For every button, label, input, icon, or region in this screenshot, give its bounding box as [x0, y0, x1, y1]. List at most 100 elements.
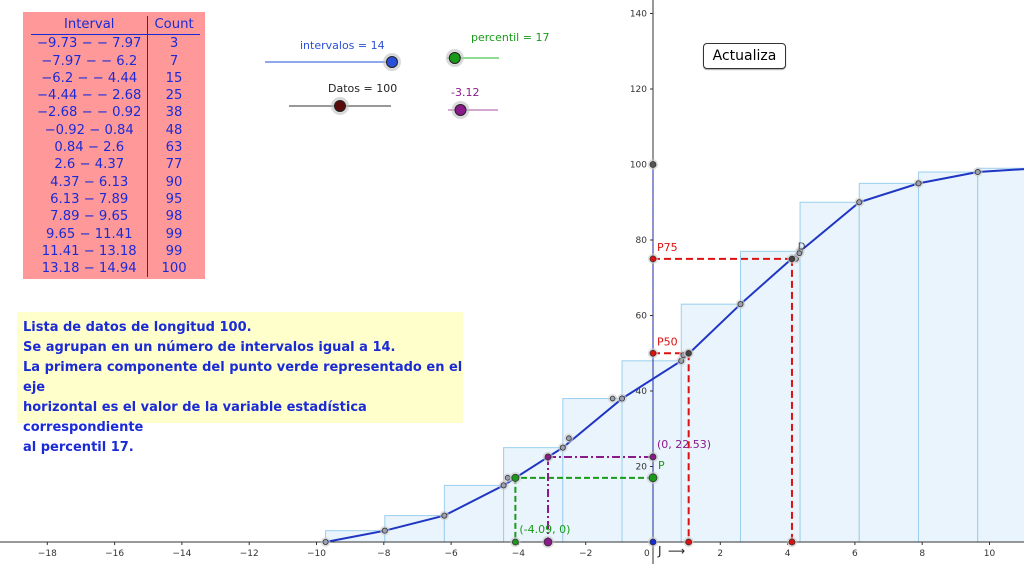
ogive-point[interactable]: [619, 395, 626, 402]
histogram-bar: [680, 303, 741, 543]
table-row: 9.65 − 11.41 99: [31, 225, 200, 243]
y-tick-label: 20: [636, 463, 648, 473]
table-row: 0.84 − 2.6 63: [31, 139, 200, 157]
histogram-bar: [739, 250, 801, 543]
table-row: −7.97 − − 6.2 7: [31, 52, 200, 70]
plot-points[interactable]: [320, 159, 1024, 549]
interval-cell: 9.65 − 11.41: [45, 226, 133, 242]
ogive-curve: [325, 167, 1024, 543]
purple-y-point[interactable]: [649, 453, 657, 461]
ogive-point[interactable]: [796, 250, 803, 257]
purple-axis-point[interactable]: [543, 537, 553, 547]
purple-point[interactable]: [544, 453, 552, 461]
info-line: al percentil 17.: [23, 440, 134, 455]
info-line: La primera componente del punto verde re…: [23, 360, 463, 395]
percentile-y-point[interactable]: [649, 255, 657, 263]
count-cell: 3: [147, 34, 200, 53]
info-line: Se agrupan en un número de intervalos ig…: [23, 340, 396, 355]
interval-cell: −2.68 − − 0.92: [37, 105, 142, 121]
table-row: 6.13 − 7.89 95: [31, 190, 200, 209]
interval-cell: −0.92 − 0.84: [44, 122, 134, 138]
interval-cell: 4.37 − 6.13: [50, 174, 129, 190]
histogram-bar: [917, 171, 979, 543]
origin-point[interactable]: [649, 538, 657, 546]
percentile-point[interactable]: [511, 473, 520, 482]
ogive-point[interactable]: [322, 539, 329, 546]
percentile-y-point[interactable]: [649, 349, 657, 357]
x-tick-label: −8: [377, 549, 391, 559]
x-tick-label: −10: [307, 549, 326, 559]
info-line: horizontal es el valor de la variable es…: [23, 400, 367, 435]
ogive-point[interactable]: [500, 482, 507, 489]
x-tick-label: −6: [444, 549, 458, 559]
update-button[interactable]: Actualiza: [703, 43, 786, 69]
y-tick-label: 140: [630, 10, 647, 20]
table-row: 13.18 − 14.94 100: [31, 260, 200, 278]
percentile-axis-point[interactable]: [685, 538, 693, 546]
count-cell: 25: [147, 87, 200, 105]
count-cell: 100: [147, 260, 200, 278]
ogive-point[interactable]: [381, 527, 388, 534]
table-row: −6.2 − − 4.44 15: [31, 69, 200, 88]
slider-purple-knob[interactable]: [454, 104, 467, 116]
y-tick-label: 100: [630, 161, 647, 171]
ogive-point[interactable]: [566, 435, 572, 441]
percentile-point[interactable]: [685, 350, 692, 357]
axis-j-label: J: [657, 544, 662, 558]
slider-percentil-knob[interactable]: [448, 52, 461, 64]
ogive-point[interactable]: [609, 395, 616, 402]
percentile-axis-point[interactable]: [511, 538, 519, 546]
info-text: Lista de datos de longitud 100. Se agrup…: [17, 312, 463, 458]
percentile-point[interactable]: [788, 255, 796, 263]
x-tick-label: 10: [984, 549, 996, 559]
table-row: −0.92 − 0.84 48: [31, 121, 200, 140]
label-p75: P75: [657, 241, 678, 254]
histogram-bar: [443, 484, 505, 543]
ogive-point[interactable]: [559, 444, 566, 451]
table-row: 4.37 − 6.13 90: [31, 173, 200, 191]
percentile-y-point[interactable]: [648, 473, 658, 483]
percentile-axis-point[interactable]: [788, 538, 796, 546]
x-tick-label: 8: [919, 549, 925, 559]
x-tick-label: 6: [852, 549, 858, 559]
table-row: 7.89 − 9.65 98: [31, 208, 200, 226]
slider-datos-knob[interactable]: [334, 100, 346, 112]
ogive-point[interactable]: [974, 169, 981, 176]
ogive-point[interactable]: [856, 199, 863, 206]
histogram-bar: [799, 201, 860, 543]
slider-intervalos-knob[interactable]: [386, 56, 398, 68]
x-tick-label: 2: [717, 549, 723, 559]
x-tick-label: −4: [512, 549, 526, 559]
column-header-interval: Interval: [31, 16, 148, 36]
slider-label-datos: Datos = 100: [328, 82, 398, 95]
slider-label-percentil: percentil = 17: [471, 31, 550, 44]
table-row: −2.68 − − 0.92 38: [31, 104, 200, 122]
table-row: −4.44 − − 2.68 25: [31, 87, 200, 105]
histogram-bar: [977, 167, 1024, 543]
label-p: P: [658, 459, 665, 472]
interval-cell: −9.73 − − 7.97: [37, 36, 142, 52]
green-point-label: (-4.09, 0): [519, 523, 570, 536]
ogive-point[interactable]: [737, 301, 744, 308]
histogram-bars: [325, 167, 1024, 543]
count-cell: 15: [147, 69, 200, 88]
y-tick-label: 60: [636, 312, 648, 322]
x-tick-label: −2: [579, 549, 592, 559]
corner-label: D: [798, 241, 806, 252]
sliders[interactable]: [265, 49, 499, 119]
histogram-bar: [621, 360, 682, 543]
top-y-point[interactable]: [649, 161, 657, 168]
ogive-line: [325, 167, 1024, 543]
ogive-point[interactable]: [441, 512, 448, 519]
histogram-bar: [562, 398, 623, 543]
x-tick-label: −16: [105, 549, 124, 559]
x-tick-label: −12: [240, 549, 259, 559]
ogive-point[interactable]: [504, 475, 511, 481]
purple-point-label: (0, 22.53): [657, 438, 711, 451]
ogive-point[interactable]: [915, 180, 922, 187]
count-cell: 63: [147, 139, 200, 157]
y-tick-label: 120: [630, 85, 647, 95]
interval-cell: −4.44 − − 2.68: [37, 88, 142, 104]
interval-cell: 6.13 − 7.89: [50, 191, 129, 207]
